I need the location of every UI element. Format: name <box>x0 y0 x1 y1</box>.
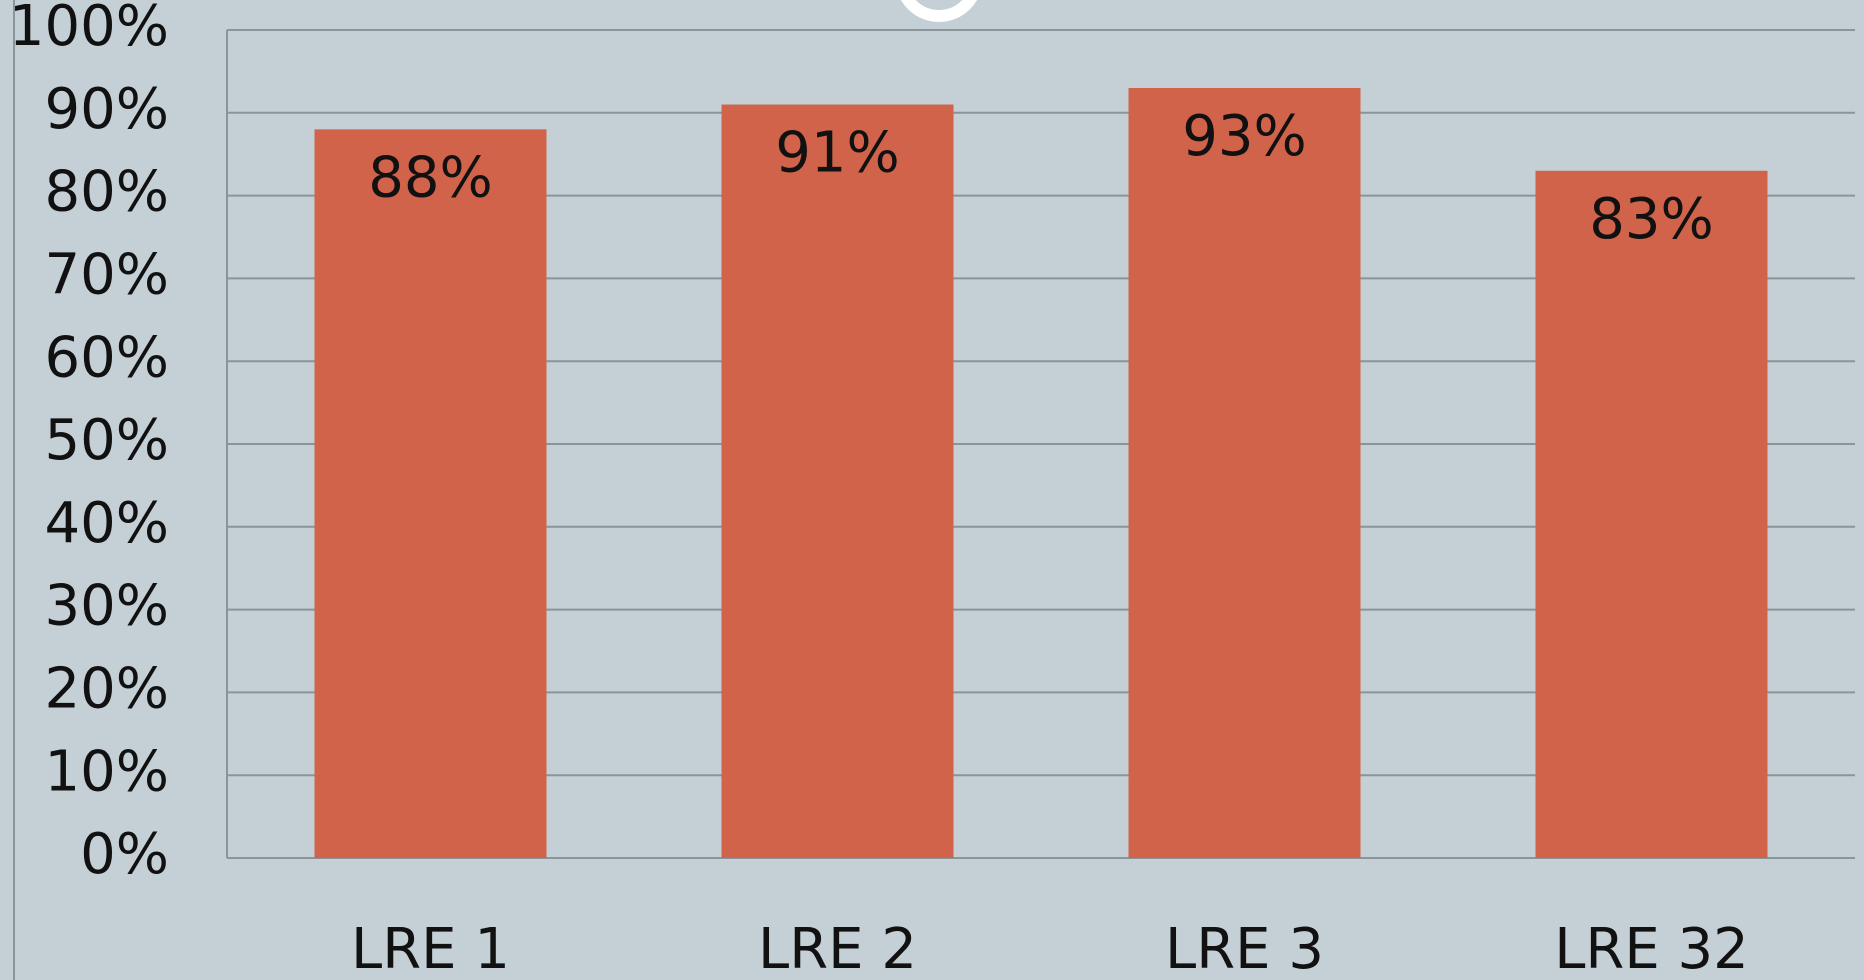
y-tick-label: 20% <box>45 657 169 722</box>
x-tick-label: LRE 32 <box>1554 917 1749 980</box>
y-tick-label: 70% <box>45 243 169 308</box>
y-tick-label: 90% <box>45 77 169 142</box>
data-label: 93% <box>1182 104 1306 169</box>
data-label: 83% <box>1589 187 1713 252</box>
x-tick-label: LRE 1 <box>351 917 510 980</box>
y-tick-label: 0% <box>80 822 169 887</box>
y-tick-label: 50% <box>45 408 169 473</box>
bar <box>1535 170 1768 858</box>
x-tick-label: LRE 2 <box>758 917 917 980</box>
y-tick-label: 30% <box>45 574 169 639</box>
y-tick-label: 10% <box>45 739 169 804</box>
y-tick-label: 80% <box>45 160 169 225</box>
y-tick-label: 60% <box>45 325 169 390</box>
bar <box>1128 87 1361 858</box>
bar <box>721 104 954 858</box>
y-tick-label: 100% <box>9 0 169 59</box>
x-tick-label: LRE 3 <box>1165 917 1324 980</box>
bar <box>314 129 547 859</box>
y-tick-label: 40% <box>45 491 169 556</box>
icon <box>900 0 978 22</box>
data-label: 88% <box>368 146 492 211</box>
data-label: 91% <box>775 121 899 186</box>
